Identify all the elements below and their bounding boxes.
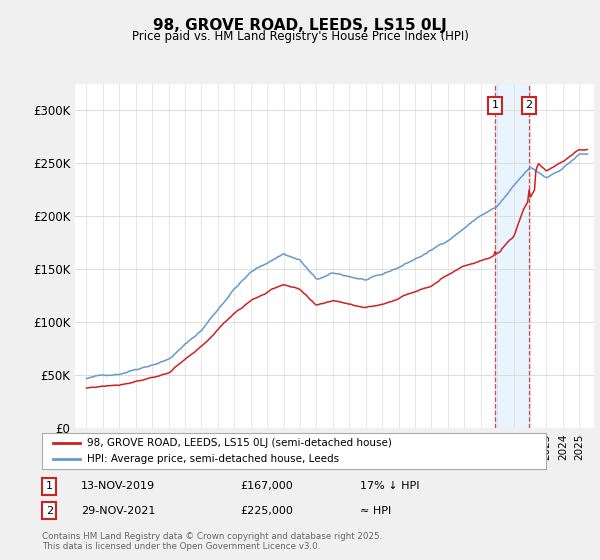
Text: 17% ↓ HPI: 17% ↓ HPI	[360, 481, 419, 491]
Text: 98, GROVE ROAD, LEEDS, LS15 0LJ: 98, GROVE ROAD, LEEDS, LS15 0LJ	[153, 18, 447, 33]
Text: 13-NOV-2019: 13-NOV-2019	[81, 481, 155, 491]
Text: Price paid vs. HM Land Registry's House Price Index (HPI): Price paid vs. HM Land Registry's House …	[131, 30, 469, 43]
Text: HPI: Average price, semi-detached house, Leeds: HPI: Average price, semi-detached house,…	[88, 455, 340, 464]
Text: 1: 1	[491, 100, 499, 110]
Text: £225,000: £225,000	[240, 506, 293, 516]
Text: 29-NOV-2021: 29-NOV-2021	[81, 506, 155, 516]
Text: £167,000: £167,000	[240, 481, 293, 491]
Text: 1: 1	[46, 481, 53, 491]
Text: ≈ HPI: ≈ HPI	[360, 506, 391, 516]
Text: Contains HM Land Registry data © Crown copyright and database right 2025.
This d: Contains HM Land Registry data © Crown c…	[42, 531, 382, 551]
Text: 98, GROVE ROAD, LEEDS, LS15 0LJ (semi-detached house): 98, GROVE ROAD, LEEDS, LS15 0LJ (semi-de…	[88, 438, 392, 447]
Text: 2: 2	[525, 100, 532, 110]
Text: 2: 2	[46, 506, 53, 516]
Bar	[495, 84, 529, 428]
